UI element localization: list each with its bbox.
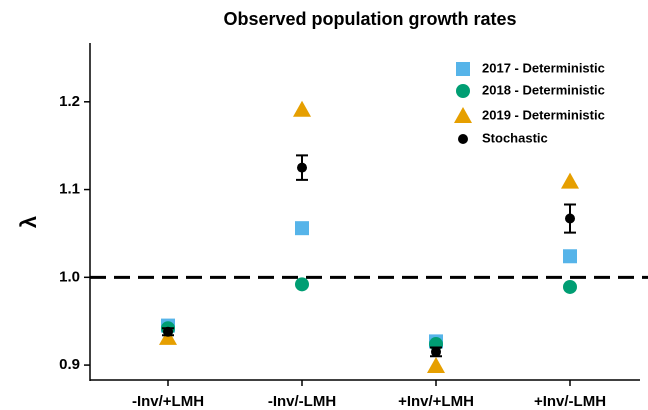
dot-marker: [565, 213, 575, 224]
circle-marker: [563, 279, 577, 294]
triangle-marker: [159, 328, 177, 345]
x-tick-label: +Inv/+LMH: [398, 393, 474, 410]
y-tick-label: 1.0: [59, 268, 80, 285]
legend-label: 2019 - Deterministic: [482, 107, 605, 122]
dot-marker: [431, 346, 441, 357]
y-axis-label: λ: [16, 216, 41, 228]
y-tick-label: 1.1: [59, 181, 80, 198]
dot-marker: [297, 162, 307, 173]
legend-label: Stochastic: [482, 130, 548, 145]
legend-marker: [454, 107, 472, 123]
triangle-marker: [427, 356, 445, 373]
legend-marker: [456, 84, 470, 98]
square-marker: [563, 249, 577, 264]
x-tick-label: -Inv/+LMH: [132, 393, 204, 410]
dot-marker: [163, 326, 173, 337]
circle-marker: [295, 277, 309, 292]
y-tick-label: 0.9: [59, 356, 80, 373]
square-marker: [295, 221, 309, 236]
triangle-marker: [561, 172, 579, 189]
chart-title: Observed population growth rates: [223, 9, 516, 29]
legend-marker: [456, 62, 470, 76]
y-tick-label: 1.2: [59, 93, 80, 110]
triangle-marker: [293, 100, 311, 117]
legend-label: 2018 - Deterministic: [482, 82, 605, 97]
legend-label: 2017 - Deterministic: [482, 60, 605, 75]
x-tick-label: -Inv/-LMH: [268, 393, 336, 410]
x-tick-label: +Inv/-LMH: [534, 393, 606, 410]
legend-marker: [458, 134, 468, 144]
